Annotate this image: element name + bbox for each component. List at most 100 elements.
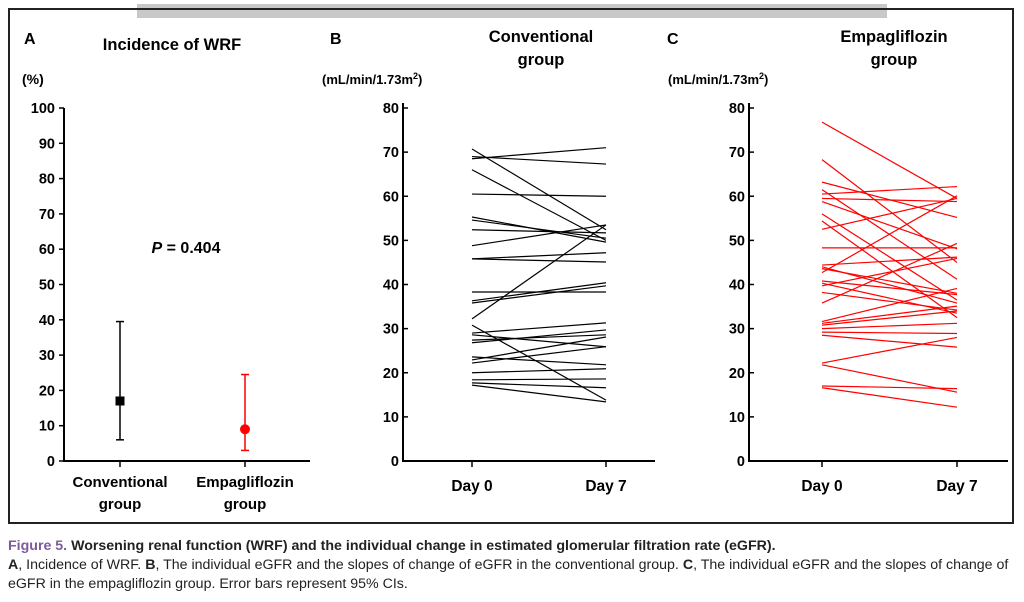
panel-c: C Empagliflozin group (mL/min/1.73m2) 0 1… xyxy=(667,28,1008,495)
panel-a-y-tick-label: 0 xyxy=(47,454,55,470)
y-tick-label: 60 xyxy=(729,189,745,205)
y-tick-label: 70 xyxy=(729,145,745,161)
patient-line xyxy=(821,268,958,294)
panel-a-y-tick-label: 100 xyxy=(31,101,55,117)
patient-line xyxy=(821,159,958,263)
panel-a-category-label: group xyxy=(99,496,142,513)
panel-b-title-line2: group xyxy=(518,51,565,69)
panel-c-title-line2: group xyxy=(871,51,918,69)
patient-line xyxy=(471,384,607,403)
panel-a-y-ticks: 0 10 20 30 40 50 60 70 80 90 100 xyxy=(31,101,64,470)
y-tick-label: 60 xyxy=(383,189,399,205)
patient-line xyxy=(821,322,958,330)
panel-c-ylabel: (mL/min/1.73m2) xyxy=(668,71,768,87)
patient-line xyxy=(821,287,958,323)
patient-line xyxy=(471,378,607,381)
patient-line xyxy=(471,334,607,341)
patient-line xyxy=(821,291,958,311)
x-tick-label: Day 0 xyxy=(801,478,842,495)
figure-canvas: A Incidence of WRF (%) 01020304050607080… xyxy=(22,28,1008,513)
caption-b-label: B xyxy=(145,557,156,573)
caption-c-label: C xyxy=(682,557,694,573)
panel-a-y-tick-label: 70 xyxy=(39,207,55,223)
top-scroll-bar xyxy=(137,4,887,18)
patient-line xyxy=(821,334,958,348)
patient-line xyxy=(821,195,958,274)
panel-b-ylabel-close: ) xyxy=(418,72,422,87)
y-tick-label: 50 xyxy=(383,233,399,249)
caption-a-label: A xyxy=(8,557,19,573)
panel-a-y-tick-label: 20 xyxy=(39,383,55,399)
panel-b-label: B xyxy=(330,31,342,48)
patient-line xyxy=(821,213,958,301)
y-tick-label: 0 xyxy=(391,454,399,470)
patient-line xyxy=(471,155,607,165)
patient-line xyxy=(821,220,958,319)
patient-line xyxy=(471,282,607,302)
y-tick-label: 40 xyxy=(383,278,399,294)
patient-line xyxy=(821,197,958,230)
panel-a-y-tick-label: 50 xyxy=(39,278,55,294)
panel-a-y-tick-label: 30 xyxy=(39,348,55,364)
panel-c-ylabel-text: (mL/min/1.73m xyxy=(668,72,759,87)
y-tick-label: 0 xyxy=(737,454,745,470)
patient-line xyxy=(471,258,607,263)
figure-caption: Figure 5. Worsening renal function (WRF)… xyxy=(8,537,1014,594)
patient-line xyxy=(821,282,958,314)
panel-a-y-tick-label: 40 xyxy=(39,313,55,329)
panel-c-label: C xyxy=(667,31,679,48)
panel-b: B Conventional group (mL/min/1.73m2) 0 10… xyxy=(322,28,655,495)
point-marker-circle xyxy=(240,424,250,435)
y-tick-label: 80 xyxy=(383,101,399,117)
panel-a-y-tick-label: 10 xyxy=(39,419,55,435)
panel-b-title-line1: Conventional xyxy=(489,28,594,46)
caption-a-text: , Incidence of WRF. xyxy=(18,557,146,573)
panel-c-categories: Day 0 Day 7 xyxy=(801,461,978,495)
panel-a-y-tick-label: 60 xyxy=(39,242,55,258)
patient-line xyxy=(471,356,607,366)
patient-line xyxy=(471,148,607,231)
panel-b-ylabel-text: (mL/min/1.73m xyxy=(322,72,413,87)
p-value: = 0.404 xyxy=(162,240,220,257)
patient-line xyxy=(471,224,607,320)
patient-line xyxy=(471,252,607,260)
panel-b-y-ticks: 0 10 20 30 40 50 60 70 80 xyxy=(383,101,408,470)
point-marker-square xyxy=(115,396,125,406)
panel-c-lines xyxy=(821,121,958,408)
y-tick-label: 20 xyxy=(729,366,745,382)
caption-title: Worsening renal function (WRF) and the i… xyxy=(67,538,776,554)
patient-line xyxy=(471,285,607,304)
patient-line xyxy=(821,280,958,296)
patient-line xyxy=(471,329,607,344)
patient-line xyxy=(471,324,607,401)
patient-line xyxy=(821,257,958,287)
panel-a-label: A xyxy=(24,31,36,48)
patient-line xyxy=(821,197,958,203)
patient-line xyxy=(471,193,607,197)
panel-a-category-label: Empagliflozin xyxy=(196,474,294,491)
caption-body: A, Incidence of WRF. B, The individual e… xyxy=(8,556,1014,594)
panel-a-category-label: Conventional xyxy=(72,474,167,491)
patient-line xyxy=(471,368,607,374)
y-tick-label: 10 xyxy=(729,410,745,426)
panel-c-y-ticks: 0 10 20 30 40 50 60 70 80 xyxy=(729,101,754,470)
patient-line xyxy=(471,382,607,389)
y-tick-label: 10 xyxy=(383,410,399,426)
patient-line xyxy=(821,121,958,199)
p-symbol: P xyxy=(152,240,163,257)
figure-frame xyxy=(8,8,1014,524)
patient-line xyxy=(471,346,607,364)
y-tick-label: 20 xyxy=(383,366,399,382)
panel-b-categories: Day 0 Day 7 xyxy=(451,461,627,495)
caption-figure-label: Figure 5. xyxy=(8,538,68,554)
panel-b-ylabel-sup: 2 xyxy=(413,71,418,81)
caption-b-text: , The individual eGFR and the slopes of … xyxy=(155,557,683,573)
patient-line xyxy=(471,322,607,334)
x-tick-label: Day 7 xyxy=(585,478,626,495)
y-tick-label: 40 xyxy=(729,278,745,294)
panel-c-ylabel-sup: 2 xyxy=(759,71,764,81)
y-tick-label: 50 xyxy=(729,233,745,249)
patient-line xyxy=(821,256,958,266)
panel-a-y-tick-label: 80 xyxy=(39,172,55,188)
patient-line xyxy=(471,336,607,361)
